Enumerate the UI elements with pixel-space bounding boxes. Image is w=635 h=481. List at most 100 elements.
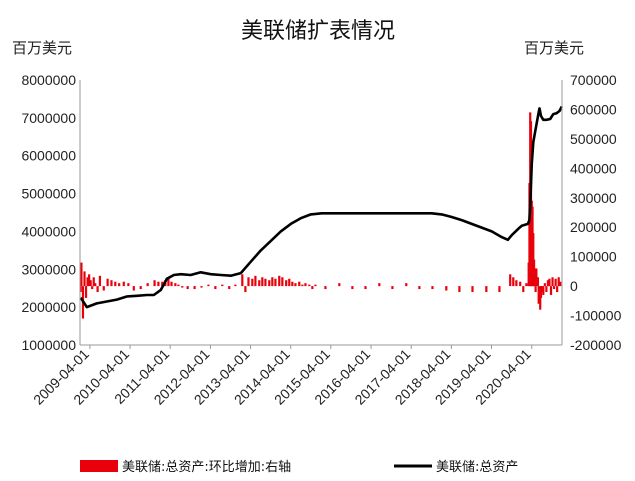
change-bar bbox=[458, 286, 461, 292]
change-bar bbox=[139, 286, 142, 290]
right-axis-unit-label: 百万美元 bbox=[524, 39, 584, 57]
right-axis-tick-label: 500000 bbox=[570, 131, 617, 147]
right-axis-ticks: 700000 600000 500000 400000 300000 200000 1000… bbox=[570, 72, 622, 353]
change-bar bbox=[533, 268, 536, 287]
change-bar bbox=[170, 281, 173, 287]
change-bar bbox=[338, 283, 341, 287]
change-bar bbox=[291, 281, 294, 287]
change-bar bbox=[247, 277, 250, 287]
left-axis-tick-label: 8000000 bbox=[21, 72, 76, 88]
change-bar bbox=[536, 277, 540, 287]
change-bar bbox=[177, 284, 180, 287]
right-axis-tick-label: -100000 bbox=[570, 308, 622, 324]
right-axis-tick-label: 200000 bbox=[570, 219, 617, 235]
change-bar bbox=[548, 278, 551, 287]
change-bar bbox=[542, 286, 545, 295]
change-bar bbox=[546, 280, 550, 287]
change-bar bbox=[161, 281, 164, 287]
change-bar bbox=[311, 286, 314, 290]
change-bar bbox=[193, 286, 196, 290]
change-bar bbox=[351, 286, 354, 290]
change-bar bbox=[83, 271, 86, 287]
left-axis-ticks: 8000000 7000000 6000000 5000000 4000000 30000… bbox=[21, 72, 76, 353]
change-bar bbox=[405, 283, 408, 287]
right-axis-tick-label: 700000 bbox=[570, 72, 617, 88]
left-axis-tick-label: 2000000 bbox=[21, 299, 76, 315]
change-bar bbox=[288, 278, 291, 287]
change-bar bbox=[324, 286, 327, 290]
change-bar bbox=[431, 286, 434, 290]
legend: 美联储:总资产:环比增加:右轴 美联储:总资产 bbox=[80, 460, 518, 475]
change-bar bbox=[118, 283, 121, 287]
change-bar bbox=[186, 286, 189, 290]
change-bar bbox=[214, 286, 217, 290]
change-bar bbox=[298, 281, 301, 287]
change-bar bbox=[556, 286, 559, 292]
left-axis-tick-label: 6000000 bbox=[21, 148, 76, 164]
left-axis-tick-label: 1000000 bbox=[21, 337, 76, 353]
change-bar bbox=[537, 286, 540, 304]
change-bar bbox=[244, 286, 247, 292]
change-bar bbox=[153, 280, 156, 287]
change-bar bbox=[264, 278, 267, 287]
change-bar bbox=[509, 274, 512, 287]
change-bar bbox=[485, 286, 488, 292]
change-bar bbox=[304, 283, 307, 287]
change-bar bbox=[88, 274, 91, 287]
change-bar bbox=[132, 286, 135, 291]
change-bar bbox=[181, 286, 184, 288]
change-bar bbox=[278, 275, 281, 287]
change-bar bbox=[534, 286, 537, 292]
line-series-group bbox=[79, 105, 563, 309]
left-axis-unit-label: 百万美元 bbox=[12, 39, 72, 57]
change-bar bbox=[127, 283, 130, 287]
change-bar bbox=[471, 286, 474, 292]
change-bar bbox=[146, 283, 149, 287]
change-bar bbox=[114, 281, 117, 287]
change-bar bbox=[89, 280, 92, 287]
change-bar bbox=[96, 286, 99, 292]
change-bar bbox=[551, 277, 554, 287]
x-axis-ticks: 2009-04-012010-04-012011-04-012012-04-01… bbox=[30, 345, 534, 408]
change-bar bbox=[271, 277, 274, 287]
change-bar bbox=[498, 286, 501, 292]
left-axis-tick-label: 7000000 bbox=[21, 110, 76, 126]
change-bar bbox=[515, 280, 518, 287]
change-bar bbox=[557, 277, 560, 287]
change-bar bbox=[84, 286, 88, 298]
change-bar bbox=[91, 286, 94, 290]
change-bar bbox=[254, 275, 257, 287]
change-bar bbox=[512, 277, 515, 287]
change-bar bbox=[535, 268, 538, 287]
change-bar bbox=[79, 286, 82, 292]
change-bar bbox=[167, 278, 170, 287]
change-bar bbox=[391, 286, 394, 290]
bar-series-group bbox=[79, 112, 562, 319]
legend-label-line: 美联储:总资产 bbox=[436, 460, 518, 475]
change-bar bbox=[522, 286, 525, 292]
change-bar bbox=[174, 283, 177, 287]
right-axis-tick-label: 100000 bbox=[570, 249, 617, 265]
change-bar bbox=[200, 286, 203, 288]
change-bar bbox=[519, 281, 522, 287]
change-bar bbox=[445, 286, 448, 291]
change-bar bbox=[418, 286, 421, 290]
change-bar bbox=[102, 286, 105, 291]
change-bar bbox=[545, 286, 548, 292]
change-bar bbox=[221, 284, 224, 287]
right-axis-tick-label: 0 bbox=[570, 278, 578, 294]
left-axis-tick-label: 3000000 bbox=[21, 261, 76, 277]
change-bar bbox=[525, 283, 528, 287]
change-bar bbox=[552, 286, 556, 290]
change-bar bbox=[122, 281, 125, 287]
change-bar bbox=[378, 283, 381, 287]
right-axis-tick-label: 400000 bbox=[570, 160, 617, 176]
change-bar bbox=[268, 280, 271, 287]
left-axis-tick-label: 4000000 bbox=[21, 223, 76, 239]
left-axis-tick-label: 5000000 bbox=[21, 186, 76, 202]
change-bar bbox=[110, 280, 113, 287]
change-bar bbox=[106, 278, 109, 287]
change-bar bbox=[285, 280, 288, 287]
legend-label-bar: 美联储:总资产:环比增加:右轴 bbox=[122, 460, 291, 475]
